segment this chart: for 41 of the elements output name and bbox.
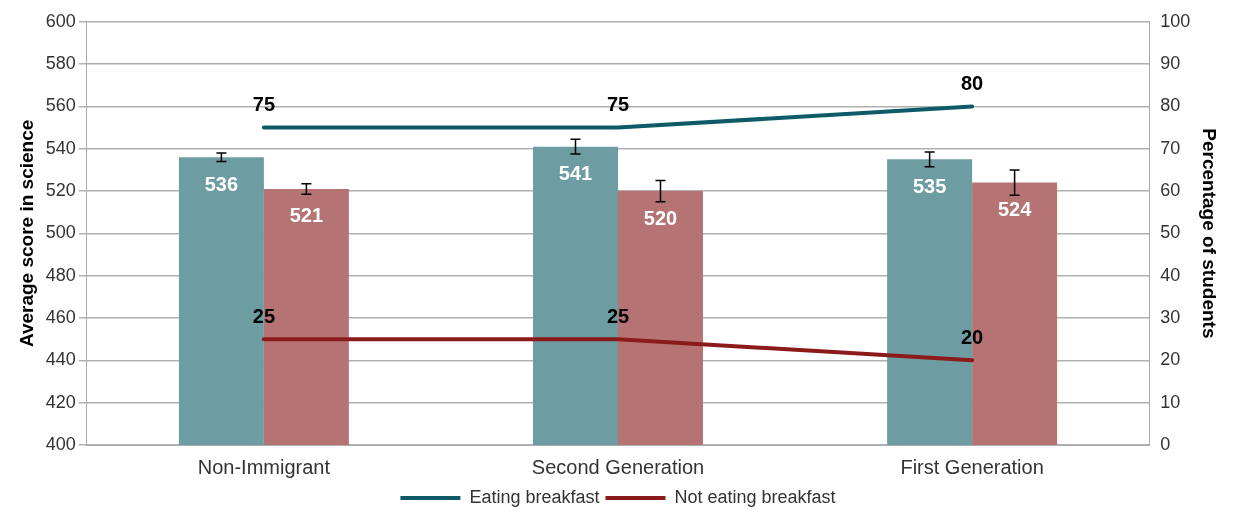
data-label: 25 xyxy=(252,304,276,327)
x-tick-label: Non-Immigrant xyxy=(197,455,331,478)
y2-tick-label: 0 xyxy=(1160,433,1171,454)
y2-tick-label: 70 xyxy=(1160,137,1181,158)
y-tick-label: 500 xyxy=(45,222,76,243)
y-tick-label: 480 xyxy=(45,264,76,285)
data-label: 524 xyxy=(997,198,1033,221)
y-tick-label: 460 xyxy=(45,307,76,328)
x-tick-label: First Generation xyxy=(900,455,1044,478)
legend-label: Eating breakfast xyxy=(469,486,600,507)
y2-tick-label: 30 xyxy=(1160,307,1181,328)
data-label: 75 xyxy=(252,93,276,116)
y2-axis-title: Percentage of students xyxy=(1199,128,1221,339)
data-label: 535 xyxy=(912,174,947,197)
y-axis-title: Average score in science xyxy=(15,119,37,348)
y-tick-label: 540 xyxy=(45,137,76,158)
y2-tick-label: 10 xyxy=(1160,391,1181,412)
y2-tick-label: 60 xyxy=(1160,180,1181,201)
y-tick-label: 400 xyxy=(45,433,76,454)
y2-tick-label: 50 xyxy=(1160,222,1181,243)
y2-tick-label: 20 xyxy=(1160,349,1181,370)
y2-tick-label: 100 xyxy=(1160,10,1191,31)
data-label: 75 xyxy=(606,93,630,116)
y-tick-label: 600 xyxy=(45,10,76,31)
y-tick-label: 520 xyxy=(45,180,76,201)
y2-tick-label: 40 xyxy=(1160,264,1181,285)
x-tick-label: Second Generation xyxy=(531,455,705,478)
y2-tick-label: 90 xyxy=(1160,53,1181,74)
y-tick-label: 560 xyxy=(45,95,76,116)
data-label: 80 xyxy=(960,71,984,94)
y2-tick-label: 80 xyxy=(1160,95,1181,116)
data-label: 25 xyxy=(606,304,630,327)
data-label: 536 xyxy=(204,172,239,195)
y-tick-label: 420 xyxy=(45,391,76,412)
data-label: 520 xyxy=(643,206,678,229)
data-label: 20 xyxy=(960,325,984,348)
legend-label: Not eating breakfast xyxy=(674,486,836,507)
data-label: 521 xyxy=(289,204,324,227)
data-label: 541 xyxy=(558,162,593,185)
y-tick-label: 580 xyxy=(45,53,76,74)
y-tick-label: 440 xyxy=(45,349,76,370)
